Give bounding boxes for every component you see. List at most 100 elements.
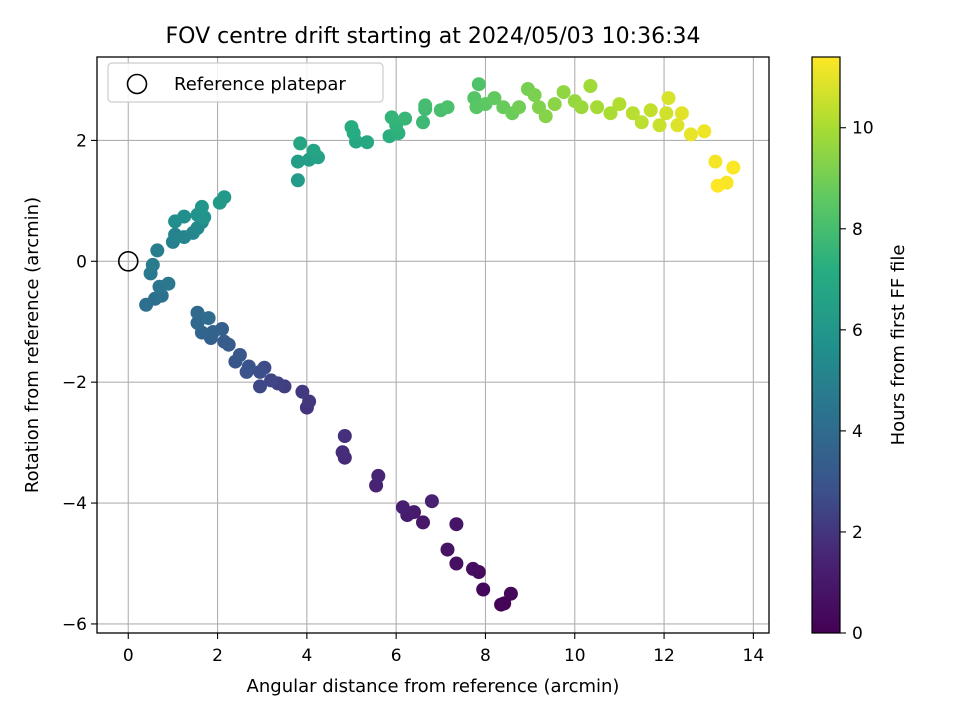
legend: Reference platepar xyxy=(107,62,384,103)
data-point xyxy=(206,325,221,339)
colorbar-tick-label: 8 xyxy=(852,220,863,240)
data-point xyxy=(190,315,205,330)
x-axis-label: Angular distance from reference (arcmin) xyxy=(247,676,620,697)
data-point xyxy=(384,110,399,125)
plot-frame xyxy=(96,56,770,634)
legend-marker-icon xyxy=(126,73,148,95)
data-point xyxy=(652,118,667,133)
data-point xyxy=(232,348,247,362)
data-point xyxy=(674,106,689,121)
data-point xyxy=(683,127,698,142)
data-point xyxy=(241,359,256,374)
colorbar-tick-label: 10 xyxy=(852,119,874,139)
data-point xyxy=(217,190,232,205)
colorbar-tick-label: 4 xyxy=(852,422,863,442)
data-point xyxy=(603,106,618,121)
x-tick-label: 2 xyxy=(212,646,223,666)
y-tick-label: −4 xyxy=(62,494,87,514)
data-point xyxy=(194,199,209,214)
x-tick-label: 12 xyxy=(653,646,675,666)
data-point xyxy=(476,582,491,597)
data-point xyxy=(471,77,486,92)
data-point xyxy=(574,100,589,115)
data-point xyxy=(190,305,205,320)
colorbar-label: Hours from first FF file xyxy=(888,245,909,446)
data-point xyxy=(293,136,308,151)
data-point xyxy=(253,364,267,379)
data-point xyxy=(590,100,605,115)
data-point xyxy=(440,542,455,557)
data-point xyxy=(416,515,430,530)
data-point xyxy=(161,276,176,291)
x-tick-label: 14 xyxy=(743,646,765,666)
data-point xyxy=(612,97,627,112)
chart-title: FOV centre drift starting at 2024/05/03 … xyxy=(166,24,701,49)
data-point xyxy=(264,373,279,388)
data-point xyxy=(360,135,375,150)
data-point xyxy=(710,178,725,193)
x-tick-label: 4 xyxy=(301,646,312,666)
y-axis-label: Rotation from reference (arcmin) xyxy=(22,197,43,493)
data-point xyxy=(371,468,386,483)
data-point xyxy=(424,494,439,509)
data-point xyxy=(449,556,464,571)
x-tick-label: 8 xyxy=(480,646,491,666)
x-tick-label: 6 xyxy=(391,646,402,666)
data-point xyxy=(145,257,160,272)
data-point xyxy=(538,109,553,124)
data-point xyxy=(395,500,410,515)
x-tick-label: 10 xyxy=(564,646,586,666)
data-point xyxy=(726,160,741,175)
data-point xyxy=(449,517,464,532)
y-axis-ticks: −6 −4 −2 0 2 xyxy=(62,131,97,635)
data-point xyxy=(295,384,310,399)
data-point xyxy=(583,79,598,93)
data-point xyxy=(440,100,455,115)
data-point xyxy=(527,88,542,103)
colorbar-tick-label: 2 xyxy=(852,523,863,543)
data-point xyxy=(290,173,305,188)
colorbar-bar xyxy=(811,56,841,634)
data-points xyxy=(139,77,741,612)
reference-marker xyxy=(117,250,139,272)
data-point xyxy=(217,334,232,349)
data-point xyxy=(416,115,430,130)
data-point xyxy=(398,111,413,126)
data-point xyxy=(661,91,676,106)
data-point xyxy=(643,103,658,118)
data-point xyxy=(547,97,562,112)
colorbar-ticks: 0 2 4 6 8 10 xyxy=(840,119,874,644)
x-axis-ticks: 0 2 4 6 8 10 12 14 xyxy=(123,633,764,666)
grid xyxy=(97,57,769,633)
y-tick-label: 2 xyxy=(76,131,87,151)
data-point xyxy=(201,311,216,326)
y-tick-label: −2 xyxy=(62,373,87,393)
data-point xyxy=(150,243,165,258)
data-point xyxy=(418,98,433,113)
data-point xyxy=(512,100,526,115)
data-point xyxy=(253,379,267,394)
data-point xyxy=(634,115,649,130)
data-point xyxy=(335,445,350,460)
legend-box xyxy=(107,62,384,103)
colorbar-tick-label: 0 xyxy=(852,624,863,644)
colorbar: 0 2 4 6 8 10 Hours from first FF file xyxy=(811,56,909,644)
y-tick-label: −6 xyxy=(62,615,87,635)
y-tick-label: 0 xyxy=(76,252,87,272)
data-point xyxy=(556,85,571,100)
data-point xyxy=(177,209,192,224)
data-point xyxy=(337,429,352,443)
data-point xyxy=(503,586,518,601)
data-point xyxy=(487,91,502,106)
colorbar-tick-label: 6 xyxy=(852,321,863,341)
legend-label: Reference platepar xyxy=(174,74,346,95)
data-point xyxy=(697,124,712,139)
data-point xyxy=(659,106,674,121)
data-point xyxy=(290,154,305,169)
data-point xyxy=(670,118,685,133)
data-point xyxy=(306,143,321,158)
data-point xyxy=(625,106,640,121)
data-point xyxy=(466,561,480,576)
data-point xyxy=(344,120,359,135)
